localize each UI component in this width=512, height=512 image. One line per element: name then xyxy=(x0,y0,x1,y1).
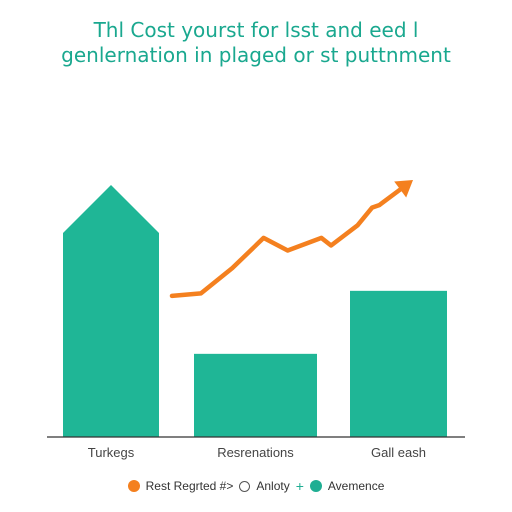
legend: Rest Regrted #> Anloty + Avemence xyxy=(0,478,512,494)
legend-plus-icon: + xyxy=(295,478,304,494)
bar-3 xyxy=(350,290,447,437)
chart-title: Thl Cost yourst for lsst and eed l genle… xyxy=(0,18,512,68)
legend-item-2-label: Anloty xyxy=(256,479,290,493)
x-tick-label-2: Resrenations xyxy=(217,445,294,460)
legend-teal-dot-icon xyxy=(309,480,322,492)
legend-ring-icon xyxy=(239,480,251,492)
legend-orange-dot-icon xyxy=(127,480,140,492)
trend-arrowhead xyxy=(394,179,413,198)
x-tick-label-3: Gall eash xyxy=(371,445,426,460)
legend-item-3-label: Avemence xyxy=(327,479,385,493)
chart-title-line-1: Thl Cost yourst for lsst and eed l xyxy=(93,18,419,42)
legend-item-1-label: Rest Regrted #> xyxy=(145,479,234,493)
chart-title-line-2: genlernation in plaged or st puttnment xyxy=(61,43,451,67)
bar-2 xyxy=(194,353,317,437)
trend-line xyxy=(169,182,409,299)
bar-1 xyxy=(63,185,159,437)
x-tick-label-1: Turkegs xyxy=(88,445,135,460)
